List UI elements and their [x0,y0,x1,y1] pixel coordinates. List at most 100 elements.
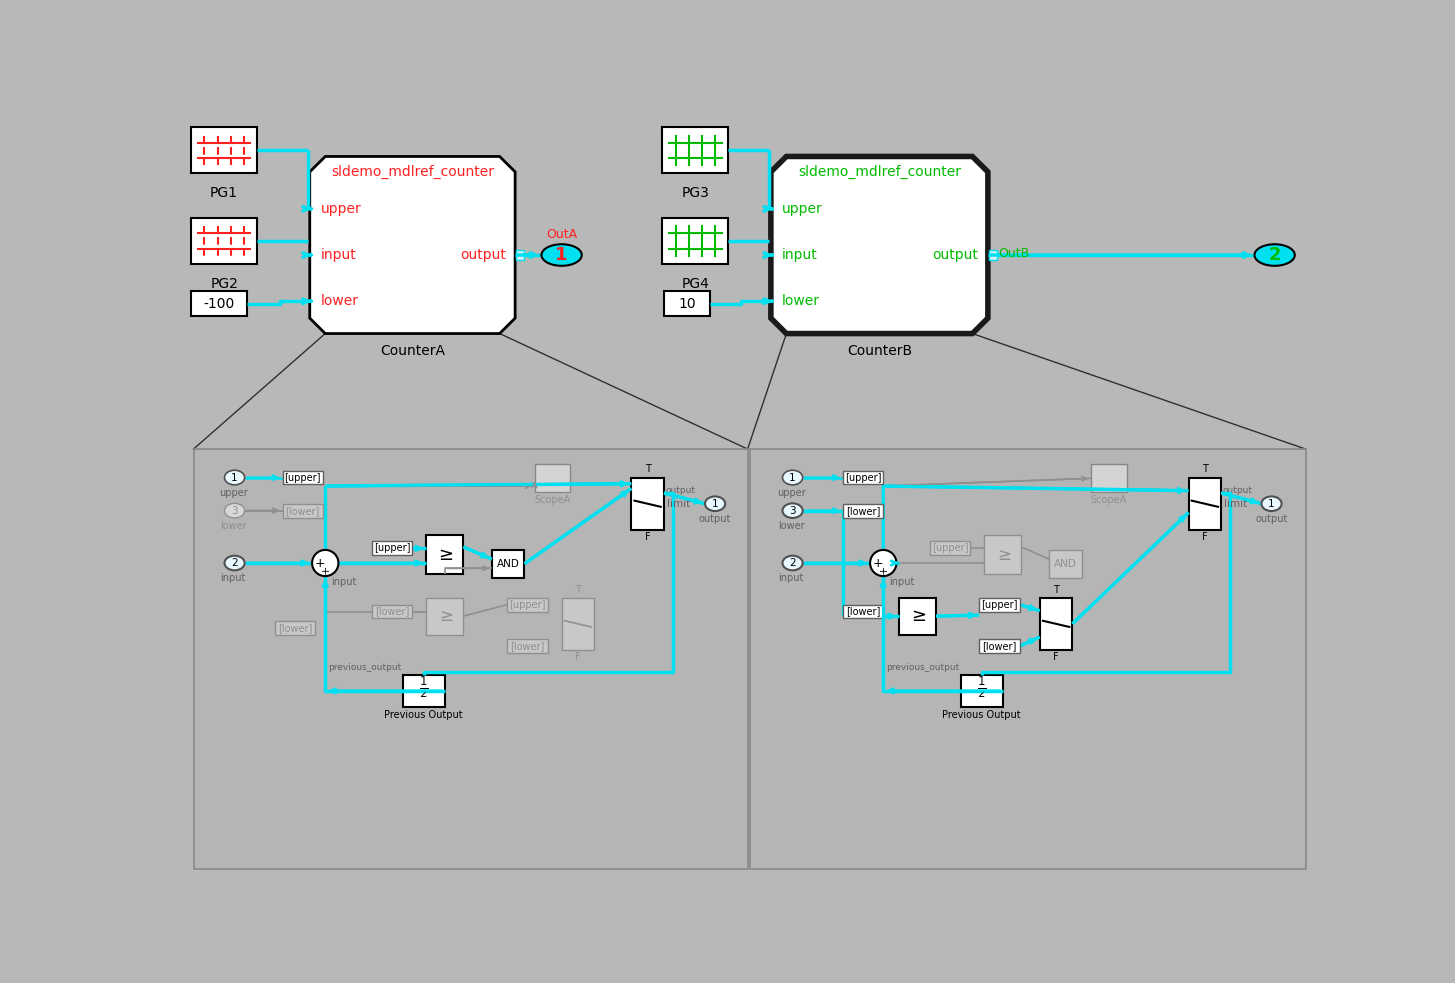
FancyBboxPatch shape [930,542,970,555]
Ellipse shape [1261,496,1282,511]
Text: upper: upper [777,488,806,497]
Text: 10: 10 [678,297,695,311]
Text: $\geq$: $\geq$ [908,607,927,625]
Text: output: output [933,248,979,262]
Text: 3: 3 [231,505,237,516]
FancyBboxPatch shape [960,674,1002,707]
Text: 1: 1 [231,473,237,483]
Text: Previous Output: Previous Output [943,710,1021,721]
Ellipse shape [224,470,244,485]
FancyBboxPatch shape [663,291,710,316]
Text: PG1: PG1 [210,186,239,200]
Text: output: output [1256,514,1288,524]
Text: lower: lower [220,521,246,531]
FancyBboxPatch shape [371,605,412,618]
FancyBboxPatch shape [1189,478,1221,530]
FancyBboxPatch shape [988,251,997,260]
FancyBboxPatch shape [749,449,1305,869]
Text: $\geq$: $\geq$ [994,546,1011,563]
Text: F: F [645,532,650,543]
FancyBboxPatch shape [631,478,663,530]
Text: 3: 3 [789,505,796,516]
FancyBboxPatch shape [979,598,1020,611]
FancyBboxPatch shape [842,471,883,485]
Text: [lower]: [lower] [845,505,880,516]
Text: T: T [575,585,581,595]
Text: +: + [873,556,883,569]
Text: upper: upper [781,202,822,216]
FancyBboxPatch shape [403,674,445,707]
FancyBboxPatch shape [275,621,316,635]
Text: CounterA: CounterA [380,344,445,359]
FancyBboxPatch shape [508,598,547,611]
Text: 2: 2 [789,558,796,568]
Text: AND: AND [1053,558,1077,569]
Text: previous_output: previous_output [886,664,959,672]
Text: F: F [1202,532,1208,543]
Text: Previous Output: Previous Output [384,710,463,721]
Ellipse shape [1254,244,1295,265]
Text: OutA: OutA [546,228,578,241]
Text: 2: 2 [231,558,237,568]
Text: 1: 1 [789,473,796,483]
Text: T: T [1053,585,1059,595]
FancyBboxPatch shape [282,503,323,518]
FancyBboxPatch shape [191,291,247,316]
FancyBboxPatch shape [194,449,748,869]
FancyBboxPatch shape [842,605,883,618]
FancyBboxPatch shape [1049,549,1081,578]
Ellipse shape [224,503,244,518]
Text: F: F [1053,653,1059,663]
FancyBboxPatch shape [492,549,524,578]
FancyBboxPatch shape [984,536,1021,574]
Text: previous_output: previous_output [327,664,402,672]
Text: input: input [320,248,356,262]
Ellipse shape [783,555,803,570]
Text: AND: AND [496,558,519,569]
Text: +: + [314,556,324,569]
Text: +: + [879,564,889,574]
Text: sldemo_mdlref_counter: sldemo_mdlref_counter [797,165,960,179]
Text: [lower]: [lower] [285,505,320,516]
Text: input: input [220,573,246,583]
FancyBboxPatch shape [534,464,570,492]
Text: $\frac{1}{z}$: $\frac{1}{z}$ [976,674,986,700]
Text: lower: lower [778,521,805,531]
Text: [lower]: [lower] [375,607,409,616]
FancyBboxPatch shape [426,536,463,574]
Text: OutB: OutB [998,247,1029,260]
Text: PG4: PG4 [681,276,709,291]
Text: +: + [322,564,332,574]
Text: [lower]: [lower] [845,607,880,616]
Text: [lower]: [lower] [982,641,1017,651]
FancyBboxPatch shape [842,503,883,518]
FancyBboxPatch shape [517,251,524,260]
Ellipse shape [706,496,725,511]
Text: 1: 1 [711,498,719,509]
Text: output: output [665,487,695,495]
Text: limit: limit [1224,498,1247,509]
FancyBboxPatch shape [191,218,258,264]
Text: $\geq$: $\geq$ [435,546,454,563]
Text: 2: 2 [1269,246,1280,264]
Text: 1: 1 [556,246,567,264]
Text: [upper]: [upper] [981,600,1017,609]
FancyBboxPatch shape [662,218,729,264]
Text: lower: lower [320,294,358,309]
Text: ScopeA: ScopeA [1091,495,1128,505]
Text: [upper]: [upper] [374,544,410,553]
Text: output: output [460,248,506,262]
Ellipse shape [541,244,582,265]
Text: F: F [575,653,581,663]
Text: $\geq$: $\geq$ [436,607,454,625]
FancyBboxPatch shape [1091,464,1126,492]
FancyBboxPatch shape [1040,598,1072,650]
FancyBboxPatch shape [371,542,412,555]
Text: output: output [698,514,732,524]
Text: input: input [332,577,356,587]
Ellipse shape [311,549,339,576]
Text: [upper]: [upper] [285,473,322,483]
Polygon shape [310,156,515,333]
Text: upper: upper [218,488,247,497]
Ellipse shape [783,470,803,485]
